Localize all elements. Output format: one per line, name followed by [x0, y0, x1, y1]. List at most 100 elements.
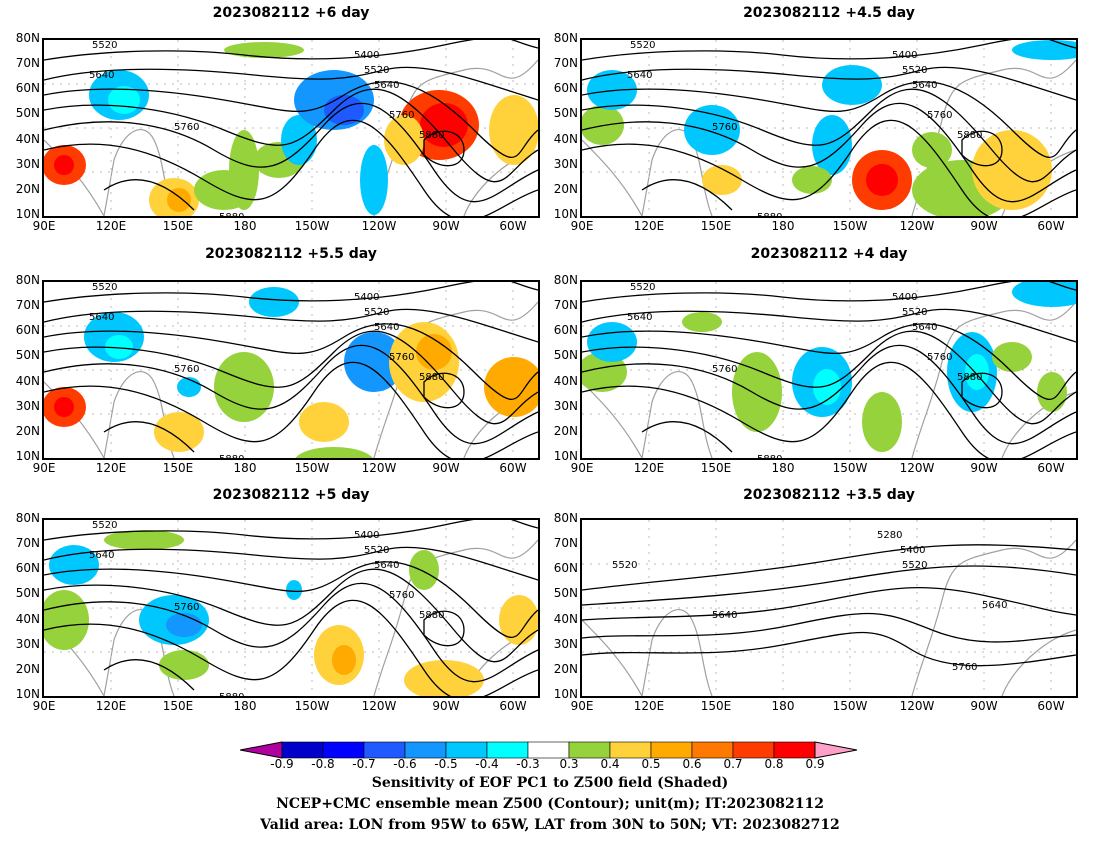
lat-label: 40N [553, 373, 578, 388]
map-panel: 5520 5640 5400 5520 5640 5760 5760 5880 5880 [42, 280, 540, 460]
z500-contour [582, 323, 1076, 400]
lon-label: 180 [233, 461, 257, 475]
contour-label: 5640 [627, 312, 652, 323]
lon-label: 120W [361, 219, 397, 233]
sensitivity-shade [249, 287, 299, 317]
z500-contour [582, 544, 1076, 591]
lat-label: 20N [15, 181, 40, 196]
lon-label: 90W [970, 461, 998, 475]
z500-contour [44, 282, 538, 303]
sensitivity-shade [332, 645, 356, 675]
colorbar-segment [691, 741, 734, 759]
z500-contour [961, 372, 1003, 409]
z500-contour [423, 610, 465, 647]
z500-contour [641, 420, 733, 453]
lon-label: 60W [1037, 699, 1065, 713]
sensitivity-shade [992, 342, 1032, 372]
z500-contour [103, 658, 195, 691]
lat-label: 30N [15, 156, 40, 171]
colorbar-arrow-high [814, 741, 858, 759]
z500-contour [582, 40, 1076, 61]
lat-label: 50N [553, 348, 578, 363]
z500-contour [582, 102, 1076, 203]
caption-line: Valid area: LON from 95W to 65W, LAT fro… [260, 817, 840, 833]
contour-label: 5640 [89, 550, 114, 561]
colorbar-tick-label: 0.6 [682, 757, 702, 771]
z500-contour [44, 81, 538, 158]
sensitivity-shade [154, 412, 204, 452]
z500-contour [582, 66, 1076, 101]
lon-label: 120W [899, 699, 935, 713]
lat-label: 40N [15, 373, 40, 388]
z500-contour [44, 330, 538, 425]
panel-title: 2023082112 +5.5 day [205, 246, 377, 262]
contour-label: 5520 [630, 40, 655, 51]
z500-contour [44, 323, 538, 400]
sensitivity-shade [732, 352, 782, 432]
lat-label: 50N [15, 106, 40, 121]
lat-label: 70N [15, 536, 40, 551]
contour-label: 5640 [712, 610, 737, 621]
sensitivity-shade [1012, 282, 1076, 307]
lat-label: 70N [15, 298, 40, 313]
colorbar-segment [650, 741, 693, 759]
caption-line: NCEP+CMC ensemble mean Z500 (Contour); u… [276, 796, 824, 812]
lat-label: 40N [15, 131, 40, 146]
contour-label: 5760 [712, 364, 737, 375]
lat-label: 80N [15, 273, 40, 287]
sensitivity-shade [1012, 40, 1076, 60]
lat-label: 10N [15, 207, 40, 221]
lon-label: 150W [832, 699, 868, 713]
lon-label: 120W [361, 699, 397, 713]
lon-label: 150W [294, 219, 330, 233]
contour-label: 5640 [89, 312, 114, 323]
lon-label: 180 [771, 461, 795, 475]
colorbar-segment [568, 741, 611, 759]
map-plot: 5520 5640 5400 5520 5640 5760 5760 5880 5880 [582, 40, 1076, 216]
contour-label: 5520 [630, 282, 655, 293]
z500-contour [44, 119, 538, 216]
lat-label: 30N [553, 156, 578, 171]
map-panel: 5520 5640 5400 5520 5640 5760 5760 5880 5880 [42, 518, 540, 698]
contour-label: 5280 [877, 530, 902, 541]
contour-label: 5520 [902, 307, 927, 318]
lon-label: 90E [570, 461, 594, 475]
z500-contour [582, 631, 1076, 667]
lon-label: 60W [499, 461, 527, 475]
contour-label: 5640 [982, 600, 1007, 611]
panel-title: 2023082112 +5 day [212, 487, 370, 503]
colorbar-segment [732, 741, 775, 759]
sensitivity-shade [1037, 372, 1067, 412]
sensitivity-shade [214, 352, 274, 422]
z500-contour [582, 88, 1076, 183]
colorbar-segment [773, 741, 816, 759]
z500-contour [44, 308, 538, 343]
colorbar-segment [363, 741, 406, 759]
lat-label: 20N [553, 661, 578, 676]
lon-label: 180 [771, 219, 795, 233]
lat-label: 30N [553, 636, 578, 651]
z500-contour [103, 420, 195, 453]
lon-label: 150E [700, 699, 732, 713]
lon-label: 150E [700, 219, 732, 233]
lon-label: 120W [899, 461, 935, 475]
lon-label: 90W [970, 219, 998, 233]
lon-label: 120E [633, 461, 665, 475]
contour-label: 5760 [389, 590, 414, 601]
sensitivity-shade [409, 550, 439, 590]
sensitivity-shade [159, 650, 209, 680]
sensitivity-shade [224, 42, 304, 58]
lat-label: 60N [15, 81, 40, 96]
z500-contour [44, 568, 538, 663]
lat-label: 70N [553, 56, 578, 71]
map-panel: 5520 5640 5400 5520 5640 5760 5760 5880 5880 [580, 280, 1078, 460]
sensitivity-shade [813, 369, 841, 405]
lat-label: 80N [553, 273, 578, 287]
colorbar-tick-label: -0.8 [311, 757, 335, 771]
lat-label: 30N [15, 636, 40, 651]
contour-label: 5520 [92, 520, 117, 531]
lon-label: 150W [832, 219, 868, 233]
z500-contour [44, 561, 538, 638]
contour-label: 5880 [419, 130, 444, 141]
contour-label: 5400 [892, 50, 917, 61]
